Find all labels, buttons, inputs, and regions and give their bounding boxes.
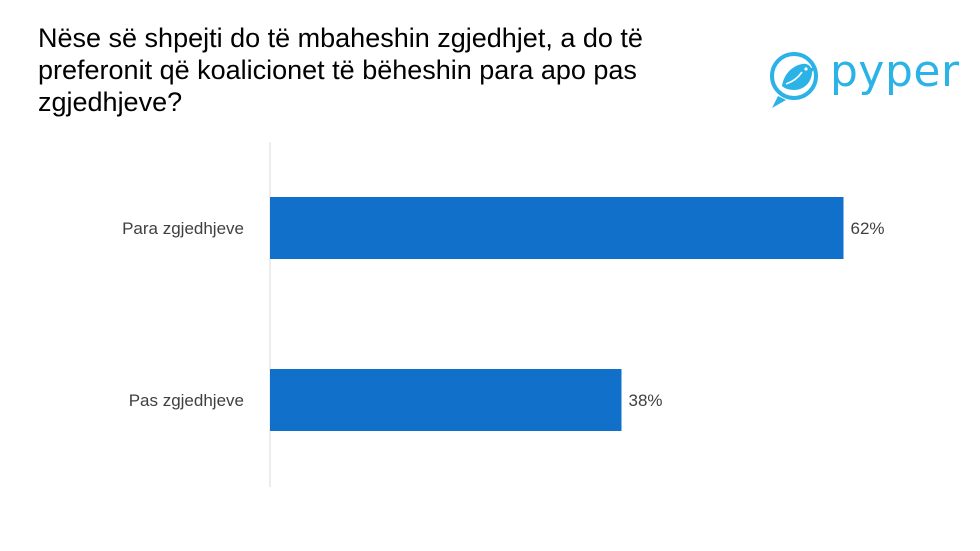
category-label-2: Pas zgjedhjeve bbox=[129, 391, 244, 410]
pyper-logo: pyper bbox=[766, 46, 959, 116]
value-label-1: 62% bbox=[851, 219, 885, 238]
chart-title: Nëse së shpejti do të mbaheshin zgjedhje… bbox=[38, 23, 643, 117]
bird-icon bbox=[770, 52, 818, 108]
value-label-2: 38% bbox=[629, 391, 663, 410]
category-label-1: Para zgjedhjeve bbox=[122, 219, 244, 238]
bar-1 bbox=[270, 197, 844, 259]
bar-2 bbox=[270, 369, 622, 431]
logo-wordmark: pyper bbox=[830, 46, 960, 97]
